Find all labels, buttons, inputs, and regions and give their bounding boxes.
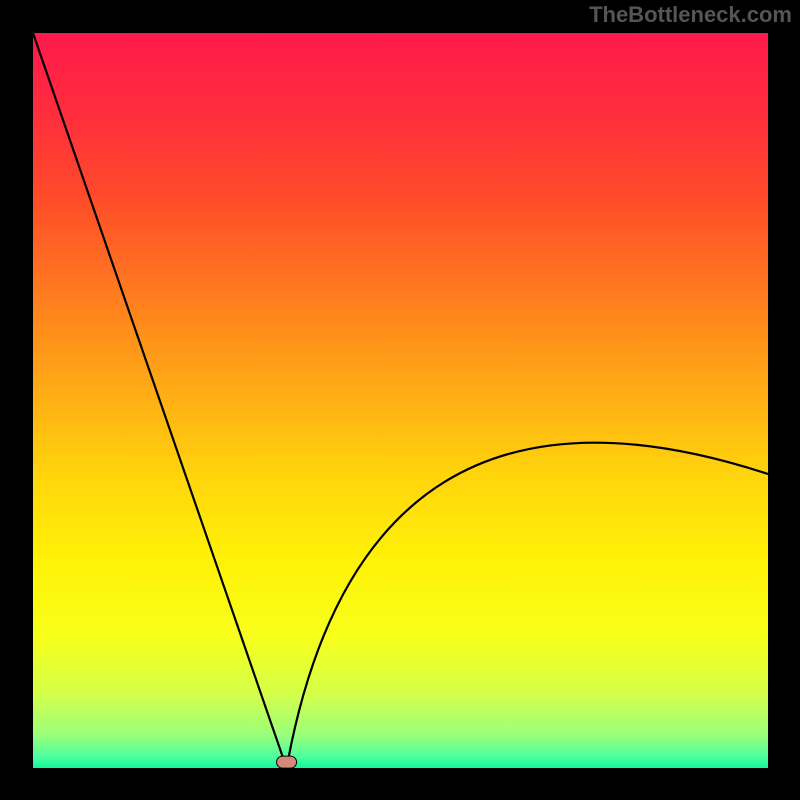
bottleneck-chart: TheBottleneck.com xyxy=(0,0,800,800)
dip-marker xyxy=(277,756,297,768)
chart-svg xyxy=(0,0,800,800)
watermark-text: TheBottleneck.com xyxy=(589,2,792,28)
plot-background xyxy=(33,33,768,768)
